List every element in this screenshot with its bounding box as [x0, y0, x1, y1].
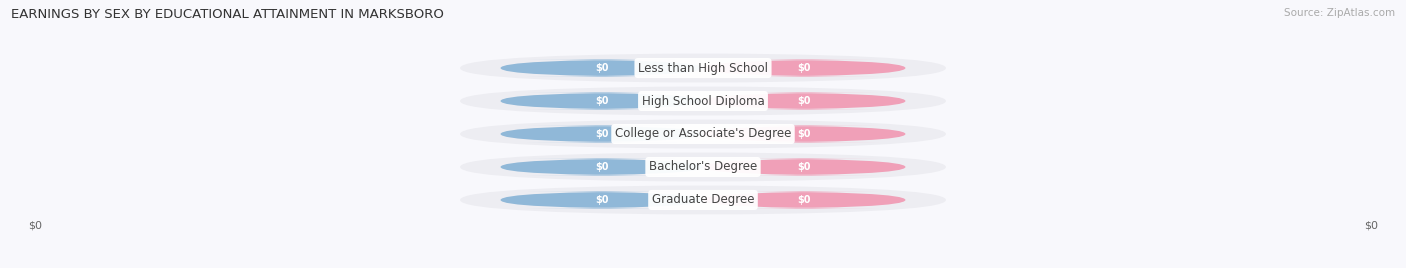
Text: Graduate Degree: Graduate Degree [652, 193, 754, 206]
FancyBboxPatch shape [460, 86, 946, 116]
FancyBboxPatch shape [460, 152, 946, 182]
FancyBboxPatch shape [703, 158, 905, 176]
Text: $0: $0 [595, 63, 609, 73]
FancyBboxPatch shape [501, 158, 703, 176]
Text: Less than High School: Less than High School [638, 62, 768, 75]
FancyBboxPatch shape [703, 92, 905, 110]
FancyBboxPatch shape [703, 59, 905, 77]
Text: $0: $0 [595, 129, 609, 139]
Text: Bachelor's Degree: Bachelor's Degree [650, 161, 756, 173]
FancyBboxPatch shape [703, 191, 905, 209]
Text: $0: $0 [28, 220, 42, 230]
FancyBboxPatch shape [460, 119, 946, 149]
Text: EARNINGS BY SEX BY EDUCATIONAL ATTAINMENT IN MARKSBORO: EARNINGS BY SEX BY EDUCATIONAL ATTAINMEN… [11, 8, 444, 21]
Text: $0: $0 [797, 195, 811, 205]
FancyBboxPatch shape [703, 125, 905, 143]
FancyBboxPatch shape [501, 92, 703, 110]
FancyBboxPatch shape [501, 125, 703, 143]
Text: Source: ZipAtlas.com: Source: ZipAtlas.com [1284, 8, 1395, 18]
Text: $0: $0 [1364, 220, 1378, 230]
FancyBboxPatch shape [460, 185, 946, 215]
Text: $0: $0 [595, 162, 609, 172]
FancyBboxPatch shape [460, 53, 946, 83]
Text: College or Associate's Degree: College or Associate's Degree [614, 128, 792, 140]
Text: $0: $0 [797, 96, 811, 106]
Text: $0: $0 [797, 162, 811, 172]
Text: $0: $0 [797, 129, 811, 139]
Text: $0: $0 [595, 195, 609, 205]
Text: High School Diploma: High School Diploma [641, 95, 765, 107]
FancyBboxPatch shape [501, 59, 703, 77]
FancyBboxPatch shape [501, 191, 703, 209]
Text: $0: $0 [595, 96, 609, 106]
Text: $0: $0 [797, 63, 811, 73]
